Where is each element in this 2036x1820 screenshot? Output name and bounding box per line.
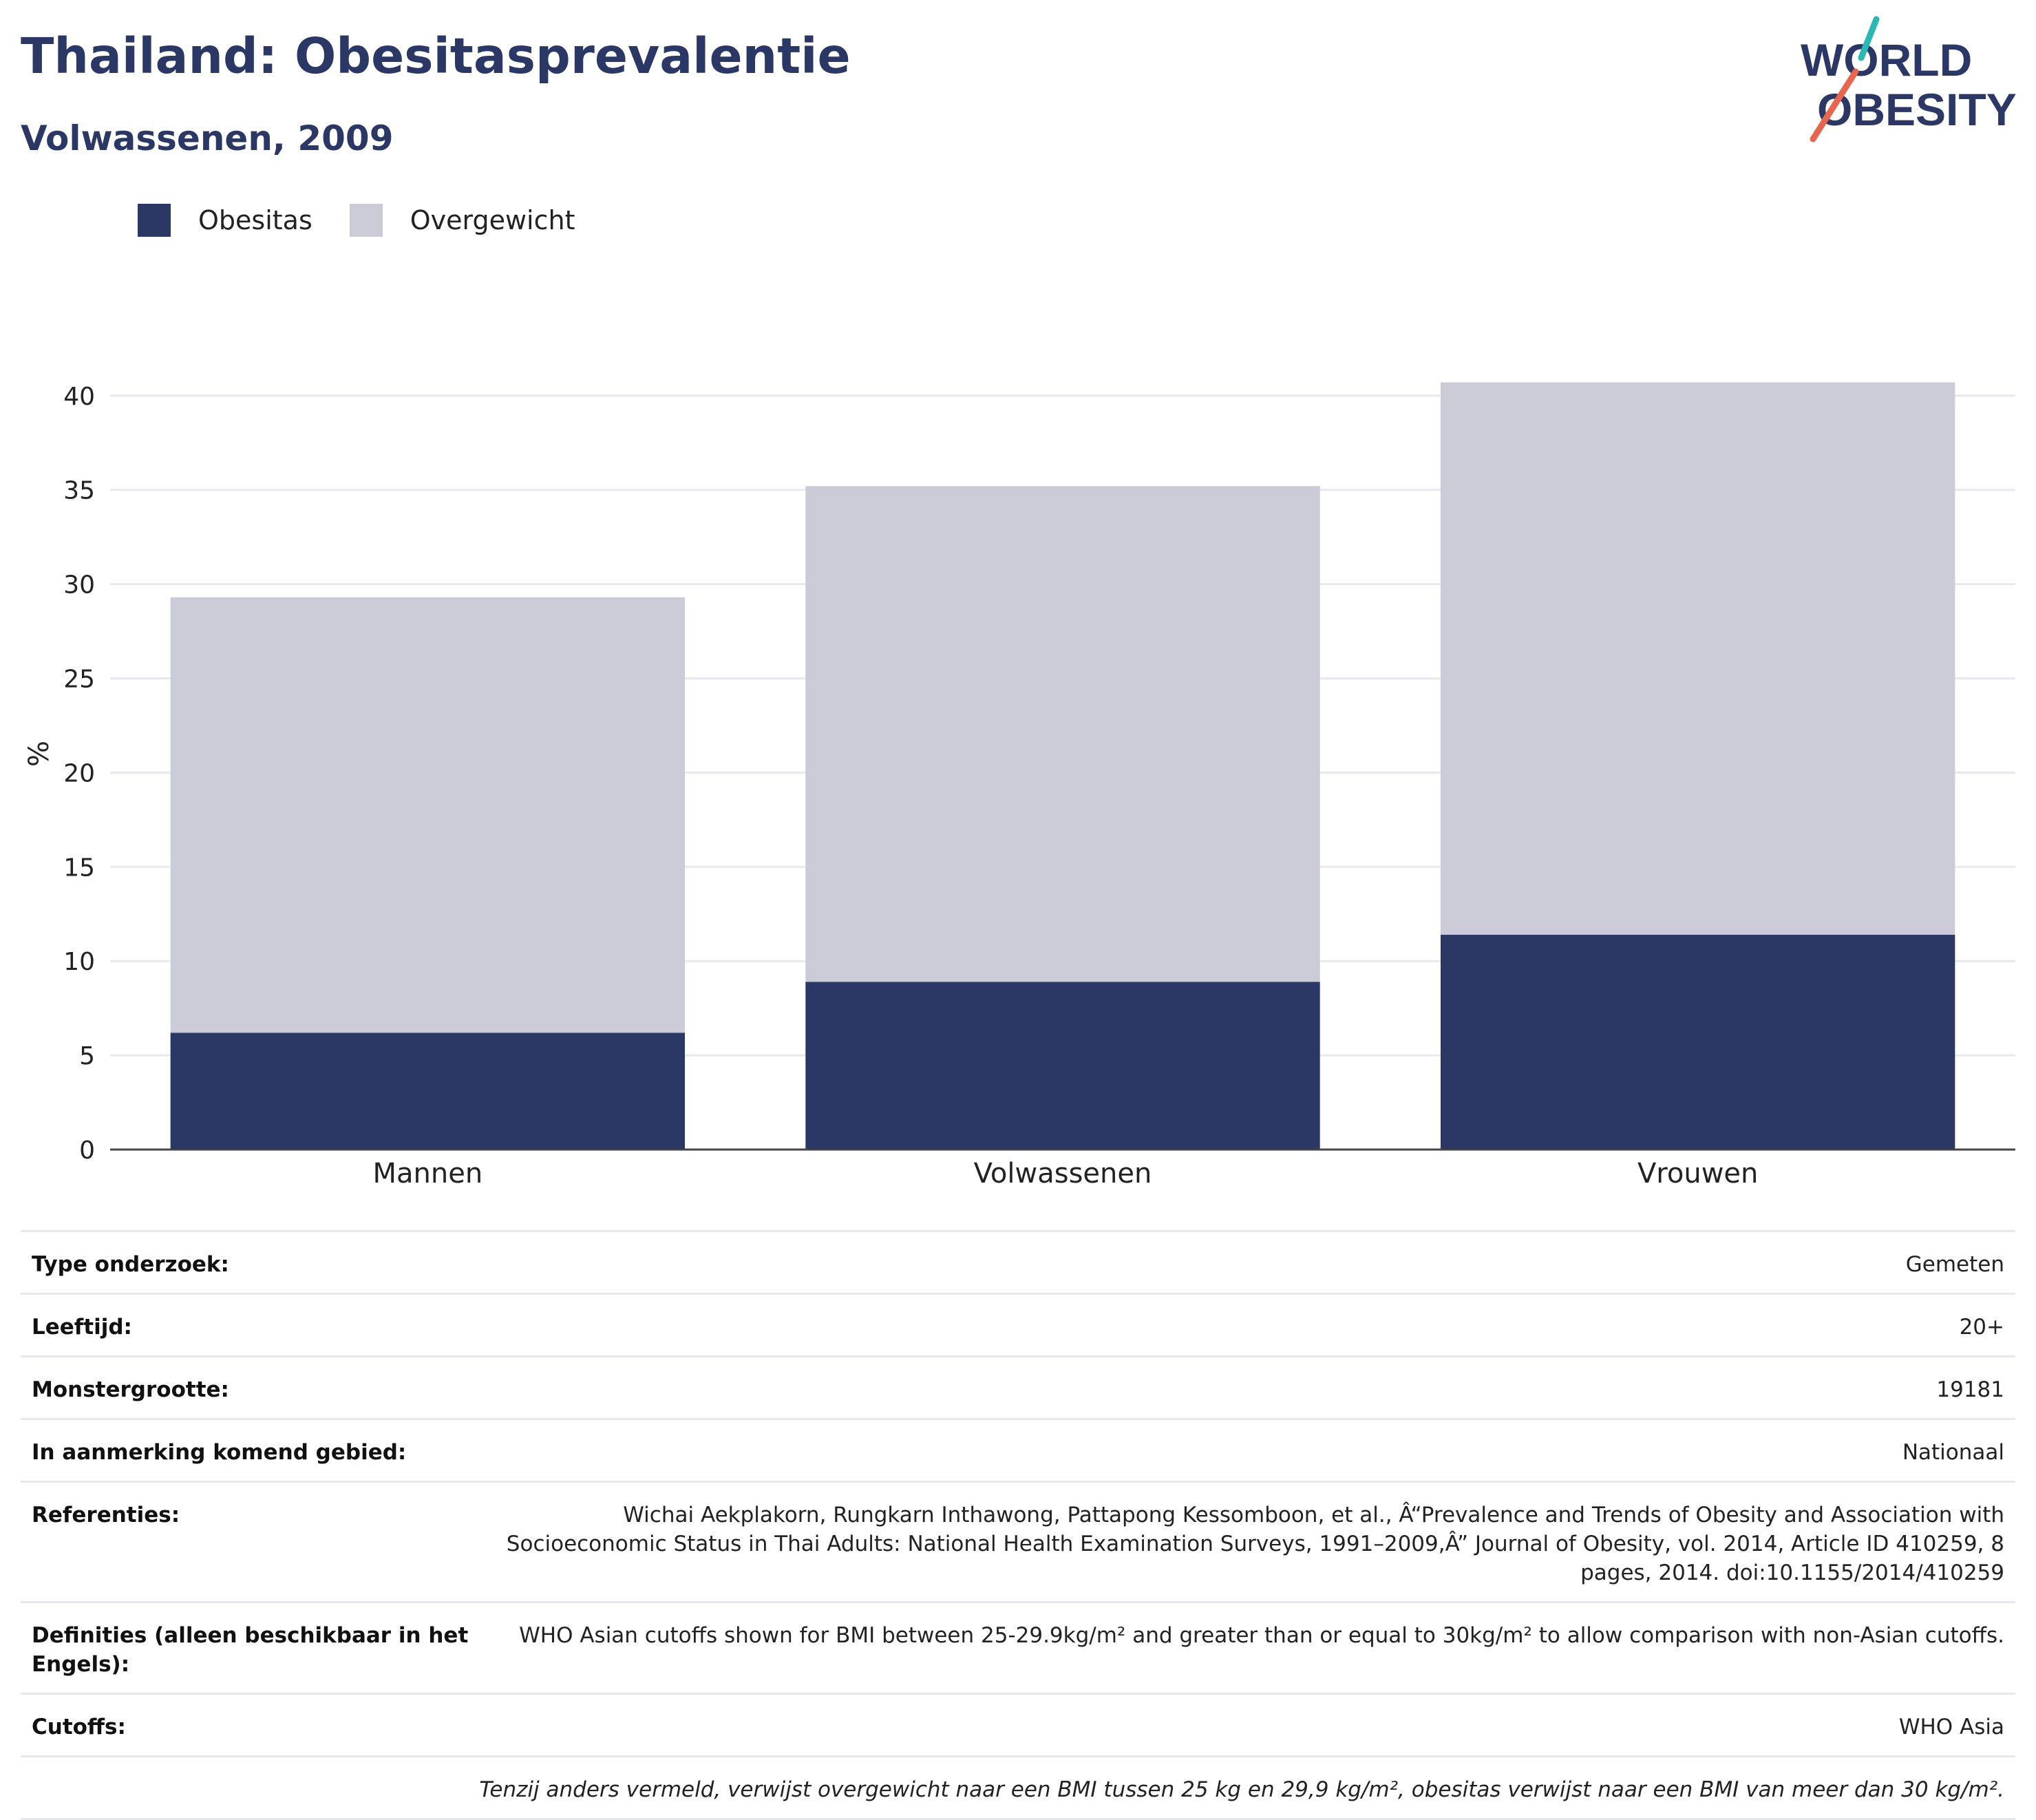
x-tick-label: Vrouwen xyxy=(1637,1158,1758,1189)
info-value: Nationaal xyxy=(1902,1440,2004,1465)
info-row-type: Type onderzoek: Gemeten xyxy=(21,1230,2015,1293)
info-row-cutoffs: Cutoffs: WHO Asia xyxy=(21,1693,2015,1755)
info-label: Type onderzoek: xyxy=(32,1252,229,1277)
info-row-note: Tenzij anders vermeld, verwijst overgewi… xyxy=(21,1755,2015,1820)
info-value: WHO Asia xyxy=(1898,1715,2004,1739)
info-value: Wichai Aekplakorn, Rungkarn Inthawong, P… xyxy=(506,1503,2004,1585)
info-row-area: In aanmerking komend gebied: Nationaal xyxy=(21,1418,2015,1481)
y-tick-label: 0 xyxy=(79,1136,95,1165)
legend-label-overgewicht: Overgewicht xyxy=(410,205,575,235)
y-tick-label: 40 xyxy=(63,383,95,411)
chart-title: Thailand: Obesitasprevalentie xyxy=(21,28,851,85)
info-value: 20+ xyxy=(1959,1315,2004,1340)
info-label: Cutoffs: xyxy=(32,1715,126,1739)
info-label: Leeftijd: xyxy=(32,1315,132,1340)
logo-text-line2: OBESITY xyxy=(1817,84,2017,135)
info-row-sample-size: Monstergrootte: 19181 xyxy=(21,1355,2015,1418)
y-tick-label: 25 xyxy=(63,665,95,693)
bar-obesitas-mannen xyxy=(170,1033,686,1150)
x-tick-label: Volwassenen xyxy=(974,1158,1152,1189)
y-tick-label: 35 xyxy=(63,477,95,505)
info-label: Referenties: xyxy=(32,1503,180,1527)
y-tick-label: 15 xyxy=(63,854,95,882)
info-row-age: Leeftijd: 20+ xyxy=(21,1293,2015,1355)
info-label: Definities (alleen beschikbaar in het En… xyxy=(32,1623,469,1677)
footnote: Tenzij anders vermeld, verwijst overgewi… xyxy=(479,1777,2004,1802)
info-table: Type onderzoek: Gemeten Leeftijd: 20+ Mo… xyxy=(21,1230,2015,1820)
y-tick-label: 30 xyxy=(63,571,95,600)
info-value: Gemeten xyxy=(1905,1252,2004,1277)
bar-overgewicht-vrouwen xyxy=(1440,382,1955,935)
bar-obesitas-vrouwen xyxy=(1440,934,1955,1150)
legend: Obesitas Overgewicht xyxy=(138,204,613,237)
logo-slash-teal xyxy=(1858,16,1880,61)
legend-swatch-obesitas xyxy=(138,204,171,237)
legend-item-overgewicht[interactable]: Overgewicht xyxy=(349,204,575,237)
legend-label-obesitas: Obesitas xyxy=(198,205,312,235)
bar-obesitas-volwassenen xyxy=(805,982,1320,1150)
y-tick-label: 5 xyxy=(79,1042,95,1070)
x-tick-label: Mannen xyxy=(372,1158,483,1189)
chart-subtitle: Volwassenen, 2009 xyxy=(21,118,394,158)
info-label: In aanmerking komend gebied: xyxy=(32,1440,407,1465)
y-axis-label: % xyxy=(23,741,55,767)
logo-text-line1: WORLD xyxy=(1801,34,1972,85)
bar-overgewicht-mannen xyxy=(170,597,686,1033)
info-row-references: Referenties: Wichai Aekplakorn, Rungkarn… xyxy=(21,1481,2015,1601)
info-value: WHO Asian cutoffs shown for BMI between … xyxy=(519,1623,2004,1648)
info-value: 19181 xyxy=(1936,1377,2004,1402)
bar-overgewicht-volwassenen xyxy=(805,486,1320,982)
y-tick-label: 20 xyxy=(63,759,95,787)
info-row-definitions: Definities (alleen beschikbaar in het En… xyxy=(21,1601,2015,1693)
legend-swatch-overgewicht xyxy=(349,204,383,237)
legend-item-obesitas[interactable]: Obesitas xyxy=(138,204,312,237)
bar-chart: 0 5 10 15 20 25 30 35 40 Mannen Volwassenen Vrouwen… xyxy=(23,382,2015,1189)
logo-slash-coral xyxy=(1810,68,1859,142)
world-obesity-logo: WORLD OBESITY xyxy=(1801,16,2017,142)
info-label: Monstergrootte: xyxy=(32,1377,229,1402)
y-tick-label: 10 xyxy=(63,948,95,976)
